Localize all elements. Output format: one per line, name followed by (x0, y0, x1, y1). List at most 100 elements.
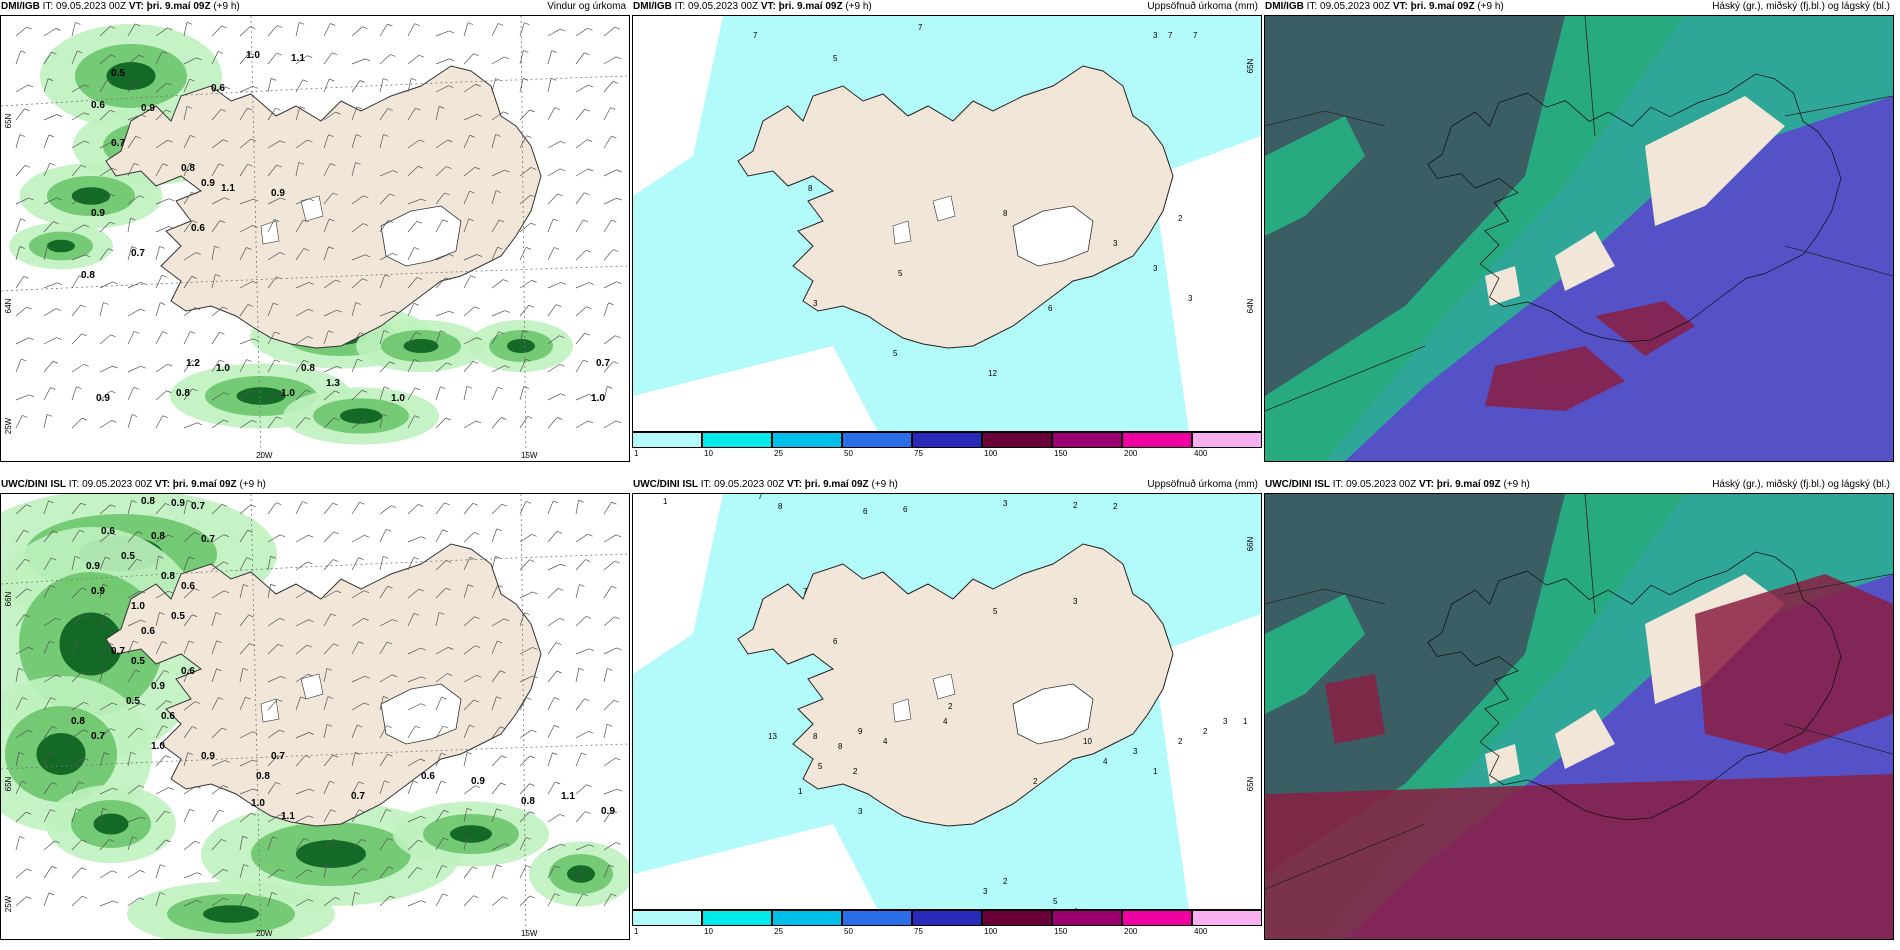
panel-header: DMI/IGB IT: 09.05.2023 00Z VT: þri. 9.ma… (632, 0, 1262, 14)
wind-barb-feather (392, 619, 398, 622)
wind-barb-feather (48, 752, 55, 756)
vt-label: VT: (1418, 479, 1434, 490)
wind-barb-feather (582, 893, 589, 897)
wind-barb-feather (307, 336, 313, 339)
wind-barb (323, 330, 329, 345)
wind-barb (211, 534, 225, 543)
wind-barb (379, 753, 388, 767)
wind-barb (603, 302, 609, 317)
wind-barb (43, 414, 48, 429)
wind-barb-feather (584, 52, 590, 56)
wind-barb (239, 864, 244, 879)
wind-barb-feather (614, 560, 620, 564)
panel-wind-precip-uwc: UWC/DINI ISL IT: 09.05.2023 00Z VT: þri.… (0, 478, 630, 948)
wind-barb (127, 136, 137, 149)
precip-value-label: 0.9 (141, 103, 155, 114)
wind-barb (547, 865, 556, 879)
wind-barb (99, 504, 111, 515)
map-accum-precip: 7 5 7 3 7 7 8 5 8 3 3 2 3 6 12 3 5 65N 64N (632, 15, 1262, 432)
model-name: UWC/DINI ISL (1, 479, 66, 490)
wind-barb-feather (308, 308, 314, 312)
colorbar-cell (632, 432, 702, 448)
wind-barb (183, 532, 195, 543)
wind-barb (155, 864, 161, 879)
accum-value-label: 4 (1073, 907, 1078, 910)
wind-barb-feather (388, 866, 394, 870)
precip-heavy-area (296, 840, 366, 868)
wind-barb (575, 282, 590, 289)
wind-barb-feather (246, 893, 252, 896)
wind-barb-feather (162, 51, 168, 54)
wind-barb (267, 782, 276, 795)
wind-barb-feather (110, 532, 116, 536)
wind-barb (295, 389, 307, 401)
wind-barb-feather (161, 641, 168, 644)
wind-barb (127, 500, 132, 515)
wind-barb (379, 108, 389, 121)
wind-barb (211, 197, 225, 205)
wind-barb (603, 281, 617, 289)
wind-barb-feather (466, 807, 473, 811)
wind-barb (43, 640, 50, 655)
wind-barb-feather (466, 835, 472, 839)
wind-barb-feather (553, 247, 560, 250)
precip-value-label: 0.8 (256, 771, 270, 782)
wind-barb-feather (418, 588, 424, 592)
mid-cloud-patch (1265, 116, 1365, 236)
wind-barb (239, 893, 247, 907)
wind-barb (267, 331, 276, 345)
wind-barb (267, 197, 281, 205)
wind-barb (127, 23, 136, 37)
wind-barb (43, 197, 57, 205)
model-name: UWC/DINI ISL (633, 479, 698, 490)
precip-value-label: 0.6 (101, 526, 115, 537)
wind-barb-feather (332, 52, 338, 56)
wind-barb (155, 390, 167, 401)
precip-value-label: 1.1 (561, 791, 575, 802)
wind-barb-feather (215, 274, 221, 277)
wind-barb-feather (560, 140, 566, 144)
red-cloud-patch (1695, 574, 1893, 754)
wind-barb-feather (308, 198, 315, 202)
precip-heavy-area (403, 339, 439, 353)
wind-barb (491, 56, 505, 65)
wind-barb-feather (48, 892, 55, 896)
wind-barb-feather (26, 588, 32, 592)
wind-barb (295, 696, 301, 711)
accum-value-label: 2 (1113, 502, 1118, 511)
wind-barb (295, 815, 309, 823)
wind-barb-feather (246, 247, 252, 250)
wind-barb-feather (164, 810, 170, 814)
wind-barb-feather (413, 302, 419, 306)
wind-barb (323, 897, 336, 907)
wind-barb (15, 697, 23, 711)
lat-label: 64N (4, 298, 13, 313)
wind-barb (407, 867, 418, 879)
wind-barb-feather (133, 331, 140, 334)
lead-time: (+9 h) (1503, 479, 1530, 490)
wind-barb (323, 724, 328, 739)
wind-barb-feather (48, 500, 54, 504)
wind-barb (127, 80, 137, 93)
wind-barb (463, 420, 477, 429)
iceland-map (737, 543, 1174, 827)
wind-barb-feather (28, 646, 34, 650)
colorbar-tick-label: 75 (914, 449, 923, 458)
wind-barb (379, 193, 390, 205)
wind-barb (239, 85, 253, 93)
wind-barb (435, 417, 447, 429)
wind-barb-feather (415, 725, 421, 729)
wind-barb (603, 249, 614, 261)
wind-barb-feather (448, 253, 454, 257)
wind-barb-feather (191, 360, 198, 363)
wind-barb-feather (221, 839, 227, 842)
wind-barb (127, 365, 141, 373)
wind-barb (239, 26, 251, 37)
wind-barb (71, 196, 84, 205)
panel-title: Vindur og úrkoma (547, 1, 626, 12)
wind-barb (155, 700, 167, 711)
wind-barb-feather (578, 667, 584, 671)
wind-barb (155, 51, 163, 65)
wind-barb (575, 844, 590, 851)
iceland-outline-group (1427, 73, 1842, 343)
